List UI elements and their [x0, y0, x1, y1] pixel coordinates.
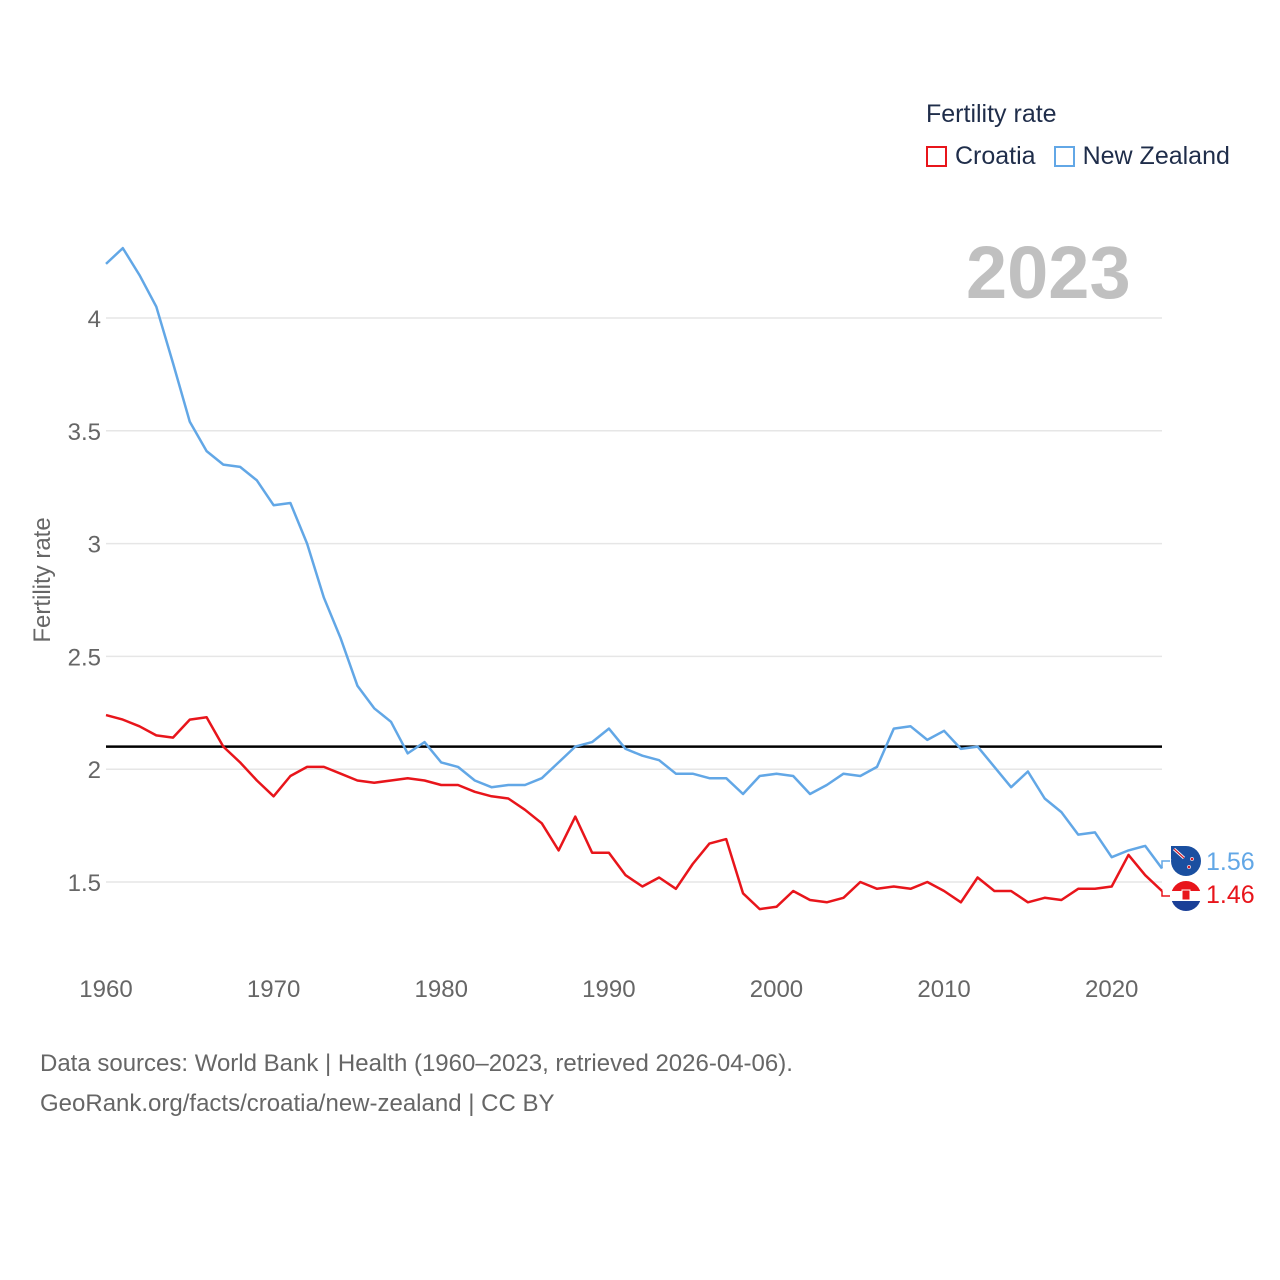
hr-flag-shield — [1181, 889, 1191, 901]
croatia-connector — [1161, 891, 1170, 897]
legend-item-new-zealand[interactable]: New Zealand — [1053, 142, 1230, 171]
legend-title: Fertility rate — [926, 100, 1057, 128]
nz-flag-saltire-red — [1173, 848, 1185, 859]
nz-flag-star — [1190, 857, 1194, 861]
y-tick-label: 1.5 — [68, 870, 101, 897]
y-tick-label: 4 — [88, 306, 101, 333]
x-tick-label: 1980 — [415, 976, 468, 1003]
new-zealand-swatch — [1053, 146, 1075, 167]
new-zealand-value-label: 1.56 — [1206, 848, 1255, 876]
x-tick-label: 1970 — [247, 976, 300, 1003]
year-label: 2023 — [966, 231, 1131, 314]
end-markers: 1.56 1.46 — [1161, 846, 1255, 911]
y-tick-label: 2.5 — [68, 644, 101, 671]
y-axis-ticks: 1.5 2 2.5 3 3.5 4 — [68, 306, 101, 897]
legend-label-new-zealand: New Zealand — [1082, 142, 1230, 170]
croatia-flag-icon — [1171, 881, 1201, 911]
series-lines — [105, 246, 1164, 911]
gridlines — [106, 317, 1162, 883]
legend: Croatia New Zealand — [926, 142, 1248, 171]
nz-flag-star — [1187, 865, 1191, 869]
croatia-swatch — [926, 146, 947, 167]
y-axis-label: Fertility rate — [29, 517, 56, 642]
y-tick-label: 2 — [88, 757, 101, 784]
x-tick-label: 1960 — [79, 976, 132, 1003]
x-axis-ticks: 1960 1970 1980 1990 2000 2010 2020 — [79, 976, 1138, 1003]
y-tick-label: 3 — [88, 532, 101, 559]
series-line-croatia — [105, 713, 1163, 911]
x-tick-label: 2000 — [750, 976, 803, 1003]
source-line-1: Data sources: World Bank | Health (1960–… — [40, 1050, 793, 1077]
hr-flag-red — [1171, 881, 1201, 891]
source-footer: Data sources: World Bank | Health (1960–… — [40, 1044, 793, 1124]
x-tick-label: 2010 — [917, 976, 970, 1003]
new-zealand-connector — [1161, 860, 1170, 869]
series-line-new-zealand — [105, 246, 1164, 870]
legend-label-croatia: Croatia — [955, 142, 1036, 170]
legend-item-croatia[interactable]: Croatia — [926, 142, 1036, 171]
x-tick-label: 1990 — [582, 976, 635, 1003]
croatia-value-label: 1.46 — [1206, 881, 1255, 909]
hr-flag-blue — [1171, 901, 1201, 911]
x-tick-label: 2020 — [1085, 976, 1138, 1003]
y-tick-label: 3.5 — [68, 419, 101, 446]
source-line-2[interactable]: GeoRank.org/facts/croatia/new-zealand | … — [40, 1090, 555, 1117]
